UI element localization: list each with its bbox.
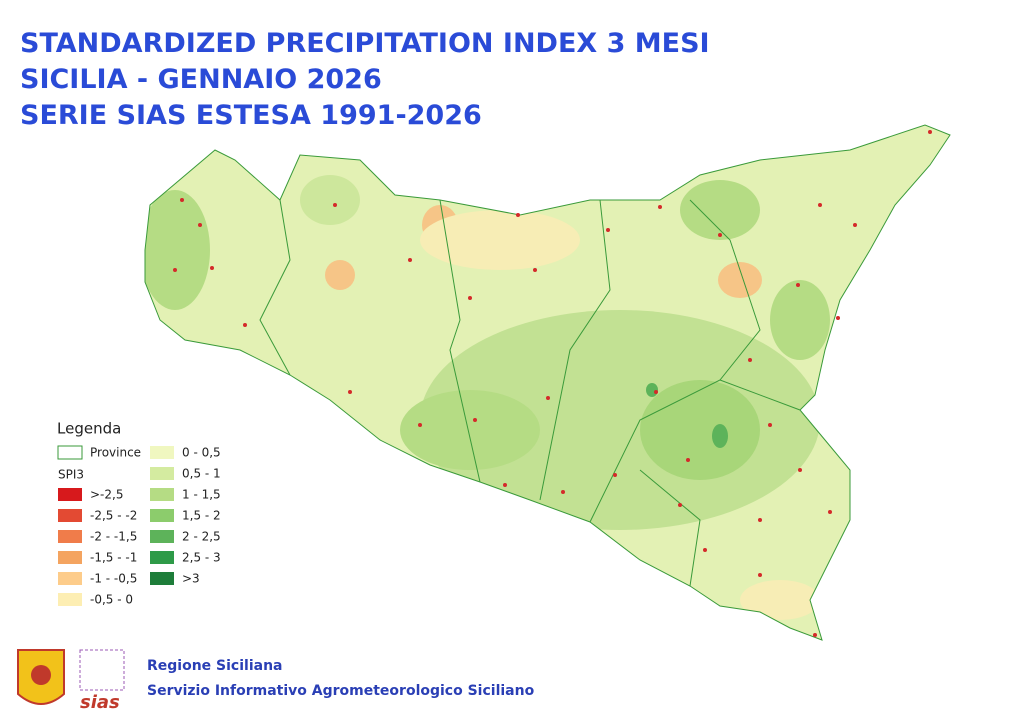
title-line: STANDARDIZED PRECIPITATION INDEX 3 MESI bbox=[20, 28, 710, 59]
legend-label: -2,5 - -2 bbox=[90, 509, 137, 523]
legend-swatch bbox=[58, 572, 82, 585]
legend-swatch bbox=[58, 509, 82, 522]
legend-label: >3 bbox=[182, 572, 200, 586]
legend-label: -2 - -1,5 bbox=[90, 530, 137, 544]
legend-swatch bbox=[150, 530, 174, 543]
service: Servizio Informativo Agrometeorologico S… bbox=[147, 683, 535, 699]
logo-text: sias bbox=[80, 692, 120, 713]
legend-swatch bbox=[150, 509, 174, 522]
legend-label: 0 - 0,5 bbox=[182, 446, 221, 460]
legend-label: -0,5 - 0 bbox=[90, 593, 133, 607]
legend-swatch bbox=[58, 551, 82, 564]
legend-swatch bbox=[58, 488, 82, 501]
legend-title: Legenda bbox=[57, 420, 121, 438]
legend-label: >-2,5 bbox=[90, 488, 123, 502]
legend-label: 0,5 - 1 bbox=[182, 467, 221, 481]
province-swatch bbox=[57, 445, 83, 460]
legend-swatch bbox=[58, 530, 82, 543]
organization: Regione Siciliana bbox=[147, 658, 283, 674]
legend-swatch bbox=[150, 572, 174, 585]
legend-label: 1 - 1,5 bbox=[182, 488, 221, 502]
legend-label: -1,5 - -1 bbox=[90, 551, 137, 565]
legend-swatch bbox=[150, 488, 174, 501]
title-line: SICILIA - GENNAIO 2026 bbox=[20, 64, 382, 95]
sicily-map bbox=[144, 124, 951, 641]
legend-label: -1 - -0,5 bbox=[90, 572, 137, 586]
legend-subtitle: SPI3 bbox=[58, 468, 84, 482]
legend-swatch bbox=[150, 446, 174, 459]
legend-swatch bbox=[150, 467, 174, 480]
logos: sias bbox=[17, 649, 125, 713]
legend-swatch bbox=[58, 593, 82, 606]
legend-label: Province bbox=[90, 446, 141, 460]
title-line: SERIE SIAS ESTESA 1991-2026 bbox=[20, 100, 482, 131]
legend-label: 2 - 2,5 bbox=[182, 530, 221, 544]
legend-swatch bbox=[150, 551, 174, 564]
legend: Legenda Province SPI3 >-2,5 -2,5 - -2 -2 -… bbox=[57, 420, 221, 607]
legend-label: 1,5 - 2 bbox=[182, 509, 221, 523]
legend-label: 2,5 - 3 bbox=[182, 551, 221, 565]
